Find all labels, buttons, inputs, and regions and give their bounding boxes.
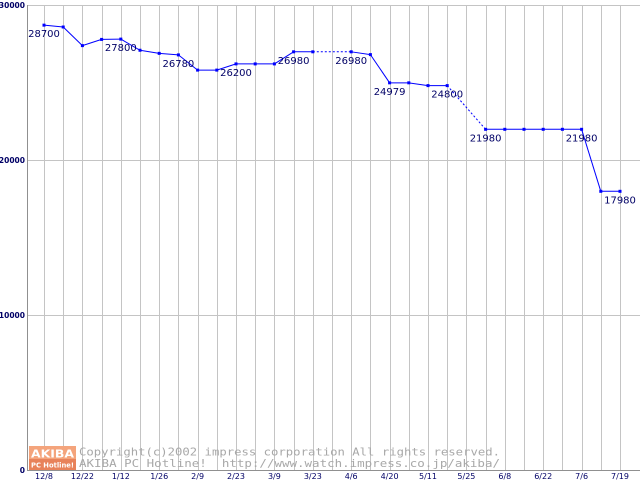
data-point (503, 127, 507, 131)
data-point (407, 81, 411, 85)
data-label: 26980 (278, 56, 310, 67)
logo-akiba-text: AKIBA (31, 448, 75, 461)
x-tick-label: 6/22 (534, 472, 552, 480)
logo-strip (29, 459, 76, 470)
data-point (253, 62, 257, 66)
series-segment (216, 63, 237, 71)
series-segment (274, 51, 294, 65)
series-segment (62, 26, 83, 46)
x-tick-label: 7/6 (575, 472, 588, 480)
y-tick-label: 10000 (0, 311, 25, 320)
data-point (349, 50, 353, 54)
y-tick-label: 20000 (0, 156, 25, 165)
series-segment (178, 54, 198, 71)
series-segment (43, 24, 64, 28)
data-points (42, 23, 622, 193)
x-tick-label: 6/8 (498, 472, 511, 480)
series-segment (159, 52, 179, 56)
data-point (522, 127, 526, 131)
data-labels: 28700 27800 26780 26200 26980 26980 24979 24800… (28, 29, 636, 206)
y-tick-label: 0 (20, 466, 25, 475)
x-tick-label: 2/23 (227, 472, 245, 480)
data-point (484, 127, 488, 131)
data-point (215, 68, 219, 72)
data-label: 21980 (470, 133, 502, 144)
data-point (42, 23, 46, 27)
series-segment (369, 54, 391, 84)
series-gap-segment (446, 85, 486, 130)
data-point (292, 50, 296, 54)
data-point (580, 127, 584, 131)
x-tick-label: 4/20 (381, 472, 399, 480)
grid (27, 5, 640, 470)
data-point (445, 84, 449, 88)
data-point (311, 50, 315, 54)
data-point (100, 37, 104, 41)
data-point (138, 48, 142, 52)
x-tick-label: 4/6 (345, 472, 358, 480)
data-point (560, 127, 564, 131)
data-point (119, 37, 123, 41)
series-segment (139, 49, 160, 54)
x-tick-label: 2/9 (191, 472, 204, 480)
data-label: 21980 (566, 133, 598, 144)
data-point (272, 62, 276, 66)
x-tick-labels: 12/8 12/22 1/12 1/26 2/9 2/23 3/9 3/23 4/6 4/20 5/… (35, 472, 629, 480)
x-tick-label: 3/9 (268, 472, 281, 480)
x-tick-label: 7/19 (611, 472, 629, 480)
x-tick-label: 5/25 (457, 472, 475, 480)
axes (27, 5, 640, 471)
x-tick-label: 12/8 (35, 472, 53, 480)
akiba-logo: AKIBA PC Hotline! (29, 446, 76, 470)
copyright-text: Copyright(c)2002 impress corporation All… (79, 446, 500, 459)
series-segment (120, 38, 141, 51)
x-tick-label: 1/26 (150, 472, 168, 480)
data-point (368, 53, 372, 57)
data-point (426, 84, 430, 88)
series-line (43, 24, 620, 192)
data-label: 24800 (431, 90, 463, 101)
data-label: 26780 (162, 59, 194, 70)
data-point (61, 25, 65, 29)
x-tick-label: 1/12 (112, 472, 130, 480)
data-point (196, 68, 200, 72)
y-tick-label: 30000 (0, 1, 25, 10)
data-point (541, 127, 545, 131)
y-tick-labels: 0 10000 20000 30000 (0, 1, 25, 475)
logo-pc-hotline-text: PC Hotline! (31, 462, 74, 470)
data-point (388, 81, 392, 85)
data-point (80, 44, 84, 48)
series-segment (581, 129, 602, 192)
data-point (618, 189, 622, 193)
data-label: 28700 (28, 29, 60, 40)
data-label: 27800 (105, 43, 137, 54)
series-segment (408, 82, 429, 87)
x-tick-label: 12/22 (71, 472, 94, 480)
data-point (176, 53, 180, 57)
data-point (157, 51, 161, 55)
x-tick-label: 5/11 (419, 472, 437, 480)
site-url-text: AKIBA PC Hotline! http://www.watch.impre… (79, 457, 500, 470)
data-label: 24979 (374, 87, 406, 98)
watermark: AKIBA PC Hotline! Copyright(c)2002 impre… (29, 446, 500, 470)
data-point (234, 62, 238, 66)
data-label: 26200 (220, 68, 252, 79)
data-label: 26980 (335, 56, 367, 67)
x-tick-label: 3/23 (304, 472, 322, 480)
series-segment (351, 51, 371, 56)
data-point (599, 189, 603, 193)
data-label: 17980 (604, 195, 636, 206)
series-segment (82, 38, 102, 47)
